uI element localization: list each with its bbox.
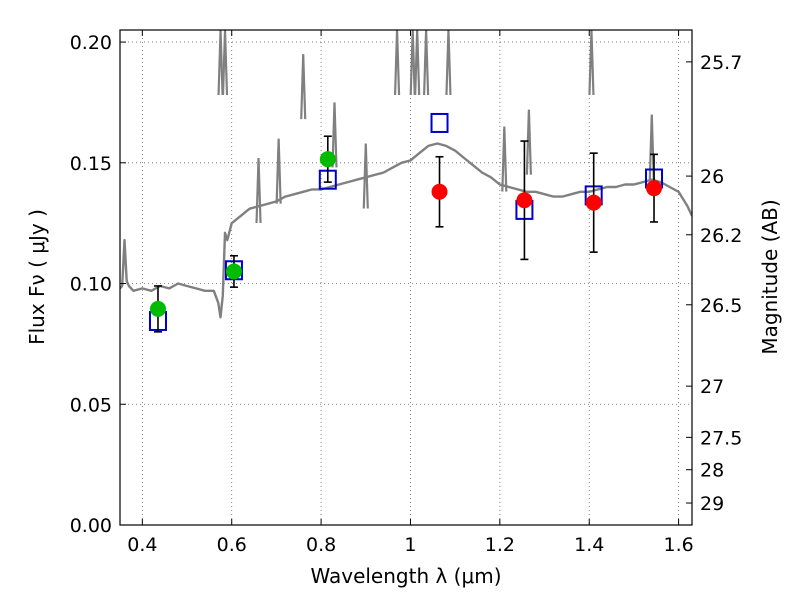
emission-line-spike [409,30,416,96]
emission-line-spike [300,54,307,120]
optical-data-point [149,300,166,317]
emission-line-spike [393,30,401,96]
emission-line-spike [445,30,452,96]
model-box [430,112,449,133]
emission-line-spike [423,30,430,96]
y-tick-label: 0.00 [70,515,112,537]
x-tick-label: 1.2 [485,534,515,556]
emission-line-spike [414,30,421,96]
y-tick-label: 0.15 [70,153,112,175]
y-tick-label: 0.05 [70,394,112,416]
emission-line-spike [588,30,595,96]
y2-axis-label: Magnitude (AB) [758,199,782,354]
y-tick-label: 0.10 [70,274,112,296]
plot-area [120,30,692,333]
spectrum-line [120,142,692,319]
axes-frame [119,29,693,526]
y2-tick-label: 29 [700,493,724,515]
x-tick-label: 1.4 [574,534,604,556]
y-axis-label: Flux Fν ( μJy ) [25,209,49,345]
nir-data-point [431,183,448,200]
emission-line-spike [525,109,532,175]
emission-line-spike [331,102,338,168]
emission-line-spike [648,114,655,180]
emission-line-spike [275,138,282,204]
y-tick-label: 0.20 [70,32,112,54]
ticks: 0.4 0.6 0.8 1 1.2 1.4 1.6 0.00 0.05 0.10 0.15 0.20 2… [70,30,742,556]
x-tick-label: 0.8 [306,534,336,556]
optical-data-point [225,263,242,280]
x-tick-label: 0.4 [127,534,157,556]
emission-line-spike [221,30,229,96]
emission-line-spike [501,126,508,192]
x-axis-label: Wavelength λ (μm) [310,564,501,588]
y2-tick-label: 27 [700,376,724,398]
optical-data-point [319,151,336,168]
nir-data-point [516,192,533,209]
y2-tick-label: 26.2 [700,225,742,247]
nir-data-point [646,180,663,197]
grid [120,30,692,526]
y2-tick-label: 26 [700,166,724,188]
x-tick-label: 1 [404,534,416,556]
x-tick-label: 1.6 [663,534,693,556]
y2-tick-label: 27.5 [700,427,742,449]
y2-tick-label: 25.7 [700,52,742,74]
y2-tick-label: 26.5 [700,295,742,317]
emission-line-spike [217,30,224,96]
y2-tick-label: 28 [700,460,724,482]
nir-data-point [585,194,602,211]
emission-line-spike [255,157,262,224]
emission-line-spike [362,143,369,209]
x-tick-label: 0.6 [217,534,247,556]
